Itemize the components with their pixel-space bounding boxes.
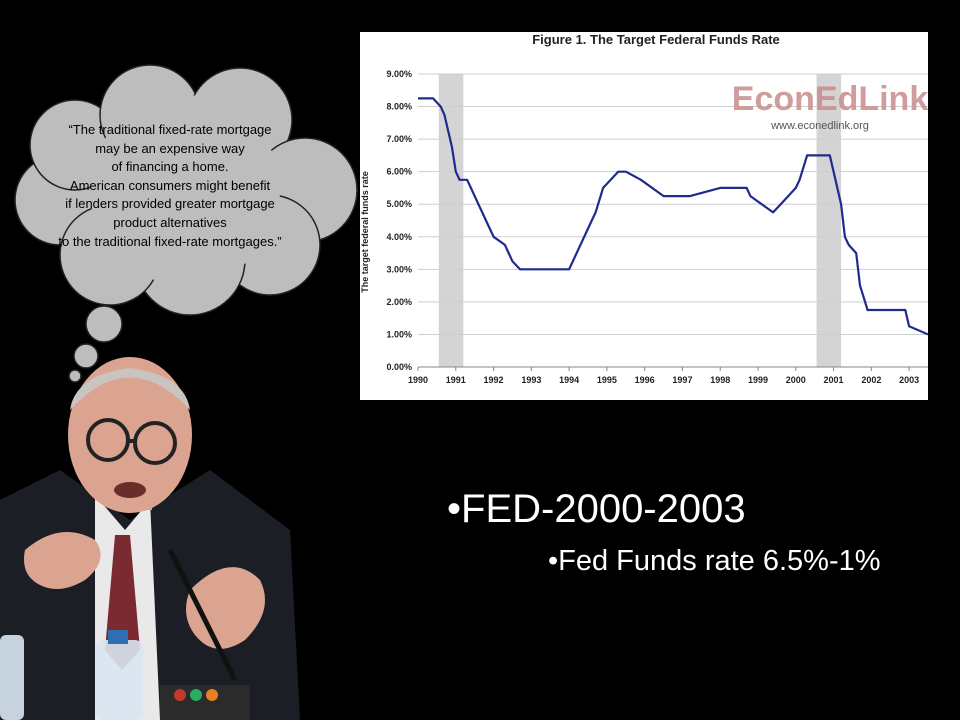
chart-title: Figure 1. The Target Federal Funds Rate xyxy=(532,32,780,47)
recession-band xyxy=(438,74,464,367)
y-tick-label: 4.00% xyxy=(386,232,412,242)
thought-bubble xyxy=(14,64,358,383)
x-tick-label: 1998 xyxy=(710,375,730,385)
x-tick-label: 1996 xyxy=(635,375,655,385)
x-tick-label: 2002 xyxy=(861,375,881,385)
x-tick-label: 1991 xyxy=(446,375,466,385)
x-tick-label: 1994 xyxy=(559,375,579,385)
bullet-sub: •Fed Funds rate 6.5%-1% xyxy=(548,545,881,577)
x-tick-label: 1997 xyxy=(672,375,692,385)
x-tick-label: 1995 xyxy=(597,375,617,385)
speaker-illustration xyxy=(0,357,300,720)
quote-line: to the traditional fixed-rate mortgages.… xyxy=(58,233,282,249)
quote-line: may be an expensive way xyxy=(95,140,245,156)
y-tick-label: 9.00% xyxy=(386,69,412,79)
y-tick-label: 3.00% xyxy=(386,264,412,274)
x-tick-label: 1990 xyxy=(408,375,428,385)
y-tick-label: 6.00% xyxy=(386,167,412,177)
x-tick-label: 1999 xyxy=(748,375,768,385)
bullet-main: •FED-2000-2003 xyxy=(447,487,746,531)
quote-line: if lenders provided greater mortgage xyxy=(65,196,275,212)
quote-line: American consumers might benefit xyxy=(69,177,271,193)
chart-canvas: Figure 1. The Target Federal Funds Rate … xyxy=(360,32,928,385)
y-tick-label: 0.00% xyxy=(386,362,412,372)
y-tick-label: 8.00% xyxy=(386,102,412,112)
x-tick-label: 2001 xyxy=(824,375,844,385)
y-tick-label: 2.00% xyxy=(386,297,412,307)
watermark-logo: EconEdLink xyxy=(732,80,928,118)
fed-funds-chart: Figure 1. The Target Federal Funds Rate … xyxy=(360,32,928,400)
quote-line: product alternatives xyxy=(113,214,227,230)
quote-line: “The traditional fixed-rate mortgage xyxy=(68,122,272,137)
y-axis-label: The target federal funds rate xyxy=(360,171,370,293)
quote-line: of financing a home. xyxy=(111,159,229,175)
watermark-url: www.econedlink.org xyxy=(770,120,869,132)
x-tick-label: 1993 xyxy=(521,375,541,385)
thought-quote: “The traditional fixed-rate mortgage may… xyxy=(20,121,320,251)
x-tick-label: 2003 xyxy=(899,375,919,385)
x-tick-label: 1992 xyxy=(484,375,504,385)
series-line xyxy=(418,97,928,336)
recession-band xyxy=(816,74,842,367)
y-tick-label: 5.00% xyxy=(386,199,412,209)
x-tick-label: 2000 xyxy=(786,375,806,385)
y-tick-label: 7.00% xyxy=(386,134,412,144)
y-tick-label: 1.00% xyxy=(386,329,412,339)
